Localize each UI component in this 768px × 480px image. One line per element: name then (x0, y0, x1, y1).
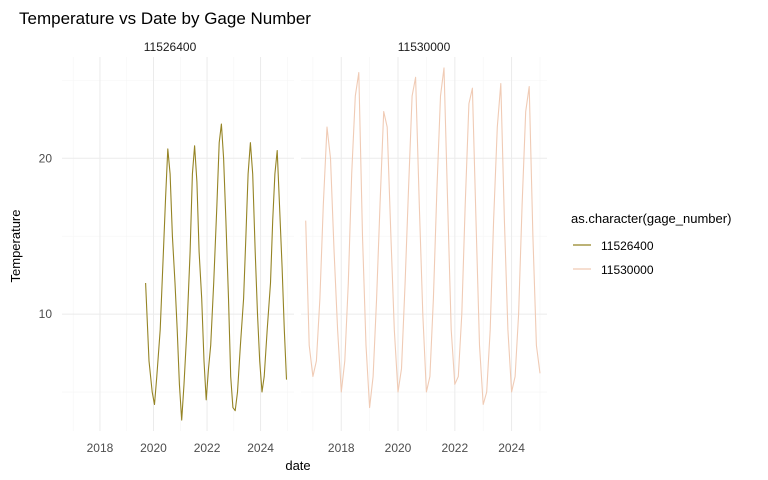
series-line-group (145, 123, 288, 421)
legend-label-11530000: 11530000 (601, 263, 654, 277)
x-tick-label: 2018 (87, 441, 114, 455)
series-line-11530000 (305, 67, 541, 409)
panel-grid (62, 57, 294, 431)
x-tick-label: 2020 (385, 441, 412, 455)
x-tick-label: 2020 (140, 441, 167, 455)
series-line-group (305, 67, 541, 409)
x-axis-title: date (285, 458, 310, 473)
x-tick-label: 2024 (247, 441, 274, 455)
facet-strip-label: 11526400 (144, 40, 197, 54)
facet-strip-label: 11530000 (398, 40, 451, 54)
legend-title: as.character(gage_number) (571, 211, 731, 226)
series-line-11526400 (145, 123, 288, 421)
y-axis-ticks: 10 20 (39, 151, 53, 321)
x-tick-label: 2018 (328, 441, 355, 455)
y-axis-title: Temperature (8, 210, 23, 283)
x-tick-label: 2022 (194, 441, 221, 455)
legend: as.character(gage_number) 11526400 11530… (571, 211, 731, 277)
legend-label-11526400: 11526400 (601, 239, 654, 253)
x-axis-ticks: 2018 2020 2022 2024 2018 2020 2022 2024 (87, 441, 526, 455)
x-tick-label: 2024 (498, 441, 525, 455)
panel-11526400: 11526400 (62, 40, 294, 431)
y-tick-label: 20 (39, 151, 53, 165)
y-tick-label: 10 (39, 307, 53, 321)
x-tick-label: 2022 (441, 441, 468, 455)
chart-title: Temperature vs Date by Gage Number (19, 9, 311, 28)
panel-grid (301, 57, 547, 431)
panel-11530000: 11530000 (301, 40, 547, 431)
